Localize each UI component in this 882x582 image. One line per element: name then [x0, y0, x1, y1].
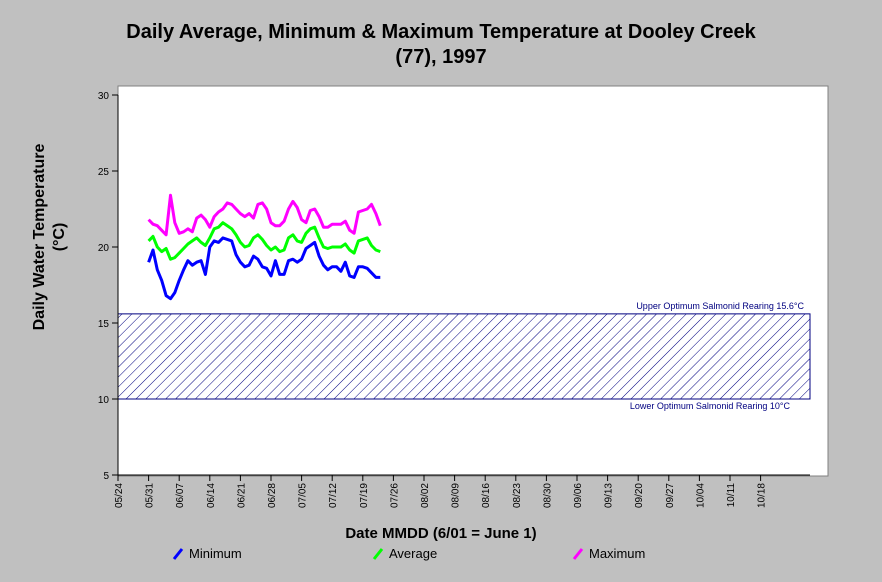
x-tick-label: 10/04 [695, 483, 706, 508]
x-tick-label: 07/19 [359, 483, 370, 508]
x-tick-label: 08/16 [481, 483, 492, 508]
series-line-maximum [147, 193, 382, 237]
legend-item-minimum: Minimum [172, 546, 242, 561]
legend-maximum-swatch [572, 547, 584, 560]
y-tick-label: 10 [98, 395, 110, 406]
x-tick-label: 08/02 [420, 483, 431, 508]
legend-average-swatch [372, 547, 384, 560]
plot-area: Upper Optimum Salmonid Rearing 15.6°C Low… [98, 85, 829, 508]
x-tick-label: 08/30 [542, 483, 553, 508]
x-axis-label: Date MMDD (6/01 = June 1) [345, 525, 537, 542]
series-line-minimum [147, 236, 381, 301]
y-tick-label: 5 [103, 471, 109, 482]
chart-title-line2: (77), 1997 [395, 46, 487, 68]
x-tick-label: 09/27 [665, 483, 676, 508]
legend-item-maximum: Maximum [572, 546, 645, 561]
y-tick-label: 30 [98, 91, 110, 102]
x-tick-label: 07/05 [298, 483, 309, 508]
optimum-rearing-band [117, 313, 811, 400]
legend-item-average: Average [372, 546, 437, 561]
series-line-average [147, 221, 381, 261]
x-tick-label: 05/24 [114, 483, 125, 508]
x-tick-label: 08/09 [451, 483, 462, 508]
x-tick-label: 05/31 [145, 483, 156, 508]
x-tick-label: 09/06 [573, 483, 584, 508]
x-tick-label: 09/20 [634, 483, 645, 508]
legend-maximum-label: Maximum [589, 546, 646, 561]
x-tick-label: 06/28 [267, 483, 278, 508]
upper-band-label: Upper Optimum Salmonid Rearing 15.6°C [636, 301, 804, 311]
chart-title-line1: Daily Average, Minimum & Maximum Tempera… [126, 21, 756, 43]
x-tick-label: 08/23 [512, 483, 523, 508]
x-tick-label: 06/21 [236, 483, 247, 508]
x-tick-label: 09/13 [604, 483, 615, 508]
x-tick-label: 06/07 [175, 483, 186, 508]
chart-title: Daily Average, Minimum & Maximum Tempera… [0, 20, 882, 70]
plot-background [117, 85, 829, 477]
x-tick-label: 10/11 [726, 483, 737, 508]
x-tick-label: 07/12 [328, 483, 339, 508]
legend-minimum-label: Minimum [189, 546, 242, 561]
legend-average-label: Average [389, 546, 438, 561]
legend-minimum-swatch [172, 547, 184, 560]
y-tick-label: 25 [98, 167, 110, 178]
x-tick-label: 06/14 [206, 483, 217, 508]
x-tick-label: 07/26 [389, 483, 400, 508]
y-tick-label: 20 [98, 243, 110, 254]
y-tick-label: 15 [98, 319, 110, 330]
lower-band-label: Lower Optimum Salmonid Rearing 10°C [630, 401, 791, 411]
x-tick-label: 10/18 [757, 483, 768, 508]
